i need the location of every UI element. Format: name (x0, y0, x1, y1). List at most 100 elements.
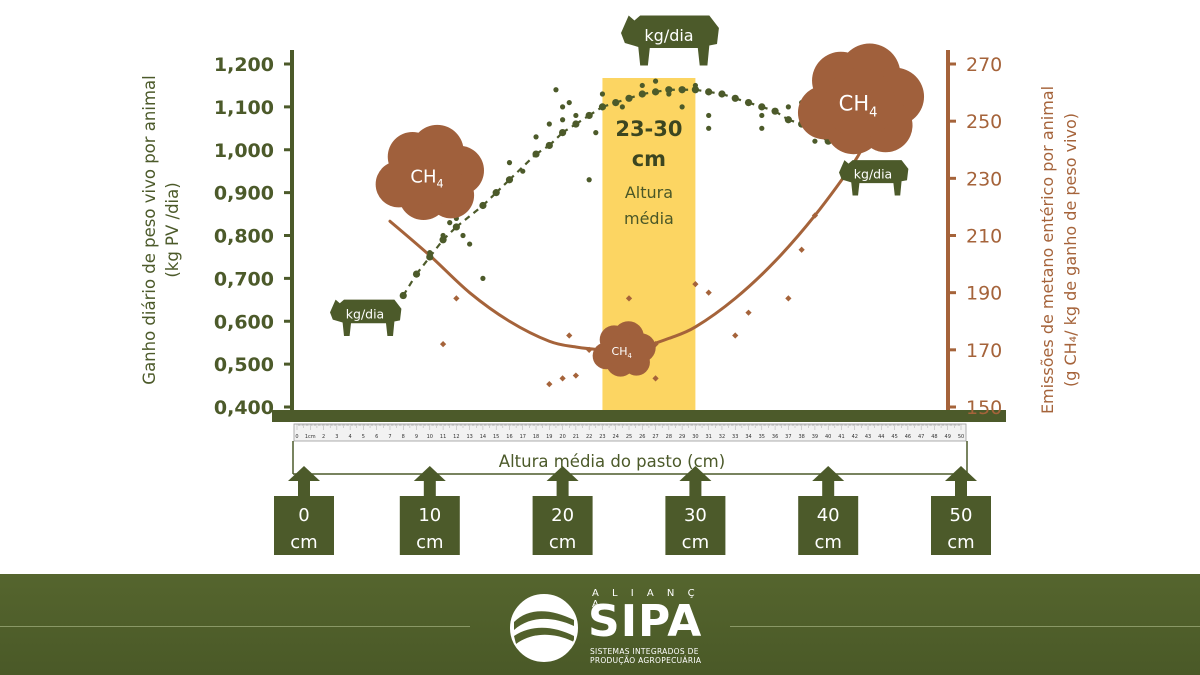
kg-line-point (492, 189, 500, 197)
kg-line-point (439, 236, 447, 244)
ruler-number: 11 (440, 434, 446, 440)
ch4-point (566, 332, 573, 339)
ruler-number: 4 (349, 434, 352, 440)
ruler-number: 7 (388, 434, 391, 440)
kg-point (619, 104, 625, 110)
brand-top: A L I A N Ç A (592, 588, 700, 610)
marker-value: 20 (551, 505, 574, 526)
ruler-number: 37 (785, 434, 791, 440)
marker-value: 40 (817, 505, 840, 526)
cow-body (330, 299, 402, 337)
left-axis-title-1: Ganho diário de peso vivo por animal (140, 75, 159, 384)
ruler-number: 12 (453, 434, 459, 440)
marker-box (931, 496, 991, 555)
ruler-number: 8 (402, 434, 405, 440)
kg-point (520, 168, 526, 174)
footer-divider-left (0, 626, 470, 627)
right-axis-title-2: (g CH₄/ kg de ganho de peso vivo) (1061, 113, 1080, 387)
ruler-number: 34 (745, 434, 751, 440)
ruler-number: 0 (295, 434, 298, 440)
kg-point (593, 130, 599, 136)
marker-arrow-head (679, 466, 712, 481)
kg-point (460, 232, 466, 239)
ruler-number: 48 (931, 434, 937, 440)
footer-bar: A L I A N Ç A SIPA SISTEMAS INTEGRADOS D… (0, 574, 1200, 675)
kg-line-point (412, 270, 421, 278)
ruler-number: 2 (322, 434, 325, 440)
marker-arrow-head (546, 466, 579, 481)
kg-line-segment (455, 204, 484, 228)
ch4-cloud-icon: CH4 (375, 124, 484, 220)
kg-point (706, 112, 712, 119)
marker-box (532, 496, 593, 555)
left-tick-label: 0,500 (214, 354, 274, 376)
kg-point (480, 275, 486, 281)
marker-arrow-stem (298, 480, 310, 497)
ruler-number: 14 (480, 434, 486, 440)
ruler-number: 44 (878, 434, 884, 440)
ruler-number: 5 (362, 434, 365, 440)
kg-line-point (545, 141, 553, 150)
ch4-point (732, 332, 739, 339)
marker-arrow-stem (423, 480, 436, 497)
cloud-puff (824, 67, 896, 139)
cow-body (839, 160, 909, 196)
marker-unit: cm (549, 532, 576, 553)
ch4-point (785, 295, 792, 302)
ruler-number: 36 (772, 434, 778, 440)
marker-arrow-stem (822, 480, 835, 497)
marker-box (665, 496, 726, 555)
marker-arrow-stem (689, 480, 702, 497)
cow-icon (621, 15, 719, 66)
left-tick-label: 1,000 (214, 140, 274, 162)
left-tick-label: 1,100 (214, 97, 274, 119)
marker-arrow-head (812, 466, 845, 481)
right-tick-label: 270 (966, 54, 1002, 76)
kg-line-point (426, 253, 434, 261)
height-marker: 10 cm (399, 466, 460, 555)
ruler-number: 18 (533, 434, 539, 440)
kg-point (546, 121, 552, 127)
left-tick-label: 0,700 (214, 268, 274, 290)
band-label-text1: Altura (625, 183, 673, 202)
kg-point (639, 82, 645, 89)
ruler-number: 46 (905, 434, 911, 440)
ruler-number: 45 (891, 434, 897, 440)
marker-value: 50 (950, 505, 973, 526)
ruler-number: 41 (838, 434, 844, 440)
kg-point (679, 104, 685, 110)
kg-line-point (625, 94, 633, 102)
left-tick-label: 0,900 (214, 183, 274, 205)
ruler-number: 22 (586, 434, 592, 440)
kg-line-point (744, 98, 753, 107)
marker-unit: cm (290, 532, 317, 553)
left-tick-label: 0,800 (214, 226, 274, 248)
kg-point (812, 138, 818, 144)
marker-box (274, 496, 334, 555)
kg-line-point (559, 129, 567, 137)
marker-value: 10 (418, 505, 441, 526)
right-tick-label: 150 (966, 397, 1002, 419)
ch4-point (705, 289, 712, 296)
ruler-number: 39 (812, 434, 818, 440)
ruler-number: 49 (945, 434, 951, 440)
right-tick-label: 210 (966, 226, 1002, 248)
ruler-number: 19 (546, 434, 552, 440)
cow-label: kg/dia (644, 26, 693, 45)
ruler-number: 27 (652, 434, 658, 440)
kg-line-point (678, 86, 686, 94)
ruler-number: 33 (732, 434, 738, 440)
right-tick-label: 190 (966, 283, 1002, 305)
ruler-number: 43 (865, 434, 871, 440)
cow-label: kg/dia (346, 307, 384, 322)
kg-line-point (452, 223, 460, 231)
marker-unit: cm (682, 532, 709, 553)
kg-line-segment (415, 256, 431, 275)
ruler-number: 9 (415, 434, 418, 440)
kg-point (732, 95, 738, 101)
kg-line-point (572, 120, 580, 128)
cloud-puff (398, 145, 460, 207)
kg-point (533, 134, 539, 140)
kg-point (566, 99, 572, 106)
